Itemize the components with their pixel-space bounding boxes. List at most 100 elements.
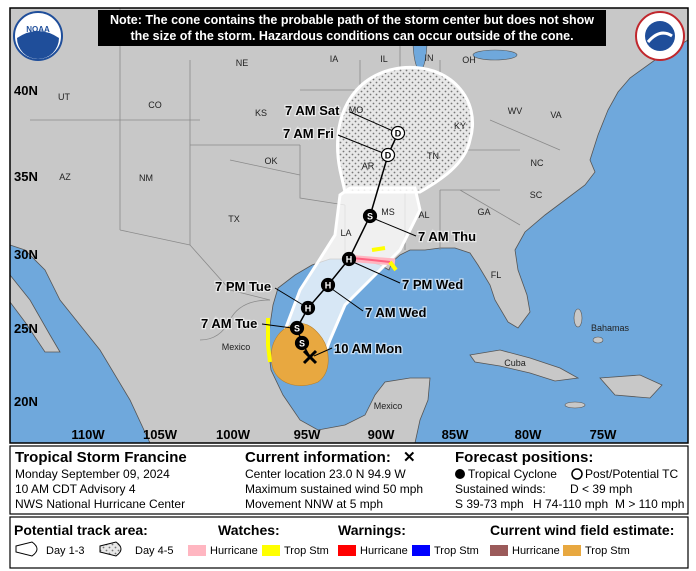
lat-label: 20N <box>14 394 38 409</box>
forecast-label: 7 PM Tue <box>215 279 271 294</box>
place-label: KY <box>454 121 466 131</box>
noaa-logo: NOAA <box>13 11 63 61</box>
place-label: VA <box>550 110 561 120</box>
hispaniola <box>599 374 663 399</box>
forecast-label: 7 AM Wed <box>365 305 426 320</box>
forecast-letter: S <box>299 339 305 349</box>
warning-hurricane-swatch <box>338 545 356 556</box>
lon-label: 85W <box>442 427 469 442</box>
info-symbol: ✕ <box>403 449 416 466</box>
place-label: FL <box>491 270 502 280</box>
place-label: TX <box>228 214 240 224</box>
forecast-label: 7 AM Thu <box>418 229 476 244</box>
legend-heading: Current wind field estimate: <box>490 522 674 538</box>
forecast-point <box>320 277 336 293</box>
legend-text: Day 4-5 <box>135 545 174 557</box>
forecast-letter: D <box>385 151 392 161</box>
place-label: MS <box>381 207 395 217</box>
leader-line <box>352 261 401 284</box>
legend-text: Day 1-3 <box>46 545 85 557</box>
forecast-label: 7 PM Wed <box>402 277 463 292</box>
info-text: NWS National Hurricane Center <box>15 497 185 511</box>
lake-erie <box>472 49 518 61</box>
info-text: Movement NNW at 5 mph <box>245 497 383 511</box>
info-text: Sustained winds: <box>455 482 546 496</box>
current-position <box>302 349 318 365</box>
legend-heading: Watches: <box>218 522 280 538</box>
info-text: Post/Potential TC <box>585 467 678 481</box>
place-label: Cuba <box>504 358 526 368</box>
day13-icon <box>15 541 38 557</box>
info-text: 10 AM CDT Advisory 4 <box>15 482 136 496</box>
lon-label: 80W <box>515 427 542 442</box>
lon-label: 100W <box>216 427 251 442</box>
info-text: Center location 23.0 N 94.9 W <box>245 467 406 481</box>
note-line: the size of the storm. Hazardous conditi… <box>130 29 573 43</box>
legend-text: Hurricane <box>210 545 258 557</box>
place-label: AL <box>418 210 429 220</box>
leader-line <box>313 347 333 357</box>
place-label: Bahamas <box>591 323 630 333</box>
place-label: GA <box>477 207 490 217</box>
lon-label: 95W <box>294 427 321 442</box>
info-text: H 74-110 mph <box>533 497 608 511</box>
legend-text: Trop Stm <box>434 545 479 557</box>
forecast-point <box>300 300 316 316</box>
forecast-letter: D <box>395 129 402 139</box>
info-text: M > 110 mph <box>615 497 684 511</box>
watch-hurricane-swatch <box>188 545 206 556</box>
info-text: Maximum sustained wind 50 mph <box>245 482 423 496</box>
day45-icon <box>99 541 122 557</box>
lon-label: 105W <box>143 427 178 442</box>
place-label: NM <box>139 173 153 183</box>
place-label: MO <box>349 105 364 115</box>
forecast-point <box>380 147 396 163</box>
warning-tropstm-swatch <box>412 545 430 556</box>
nws-logo <box>635 11 685 61</box>
trop-stm-watch <box>371 246 398 272</box>
info-heading: Forecast positions: <box>455 449 593 466</box>
cuba <box>469 349 580 382</box>
info-text: Monday September 09, 2024 <box>15 467 170 481</box>
forecast-point <box>289 320 305 336</box>
wind-tropstm-swatch <box>563 545 581 556</box>
forecast-letter: H <box>346 255 353 265</box>
leader-line <box>261 323 293 329</box>
place-label: IA <box>330 54 339 64</box>
storm-title: Tropical Storm Francine <box>15 449 187 466</box>
current-label: 10 AM Mon <box>334 341 402 356</box>
place-label: NC <box>531 158 544 168</box>
place-label: OH <box>462 55 476 65</box>
border <box>199 299 271 341</box>
info-heading: Current information: <box>245 449 391 466</box>
lon-label: 75W <box>590 427 617 442</box>
leader-line <box>274 287 304 306</box>
legend-text: Trop Stm <box>585 545 630 557</box>
bahamas-island <box>573 308 583 328</box>
lon-label: 110W <box>71 427 105 442</box>
leader-line <box>374 218 417 237</box>
place-label: CO <box>148 100 162 110</box>
place-label: WV <box>508 106 523 116</box>
place-label: AR <box>362 161 375 171</box>
place-label: AZ <box>59 172 71 182</box>
forecast-point <box>390 125 406 141</box>
place-label: Mexico <box>222 342 251 352</box>
map-frame <box>9 7 689 444</box>
forecast-label: 7 AM Fri <box>283 126 334 141</box>
place-label: OK <box>264 156 277 166</box>
cone-day-1-3 <box>283 186 422 365</box>
place-label: TN <box>427 151 439 161</box>
trop-stm-watch <box>266 318 272 363</box>
legend-heading: Warnings: <box>338 522 406 538</box>
info-text: Tropical Cyclone <box>468 467 557 481</box>
wind-field-trop-stm <box>270 322 329 386</box>
post-tc-symbol <box>571 468 583 480</box>
forecast-letter: H <box>325 281 332 291</box>
hurricane-warning <box>351 257 391 263</box>
place-label: IL <box>380 54 388 64</box>
forecast-letter: S <box>294 324 300 334</box>
place-label: NE <box>236 58 249 68</box>
lon-label: 90W <box>368 427 395 442</box>
jamaica <box>564 401 586 409</box>
